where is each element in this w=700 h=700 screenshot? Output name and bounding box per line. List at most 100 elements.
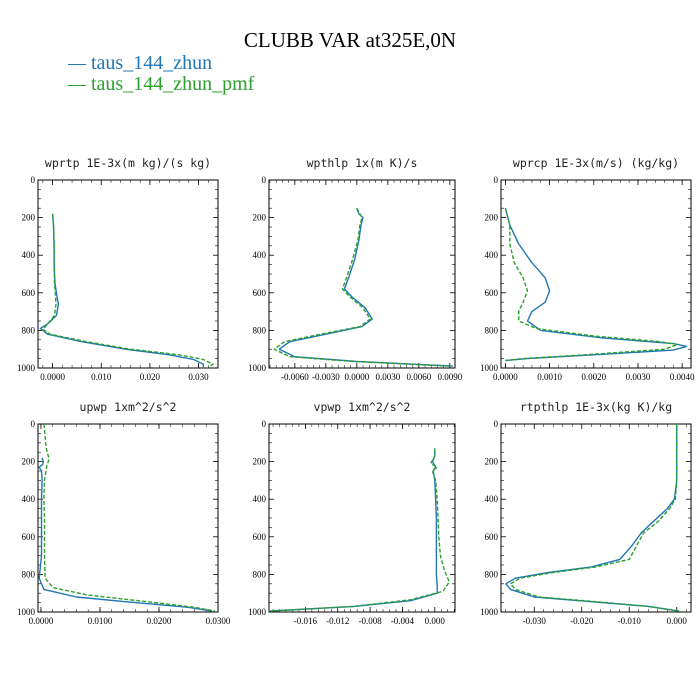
x-tick-label: -0.004: [391, 616, 415, 626]
x-tick-label: 0.0030: [375, 372, 400, 382]
y-tick-label: 400: [253, 494, 267, 504]
panel-1: wprtp 1E-3x(m kg)/(s kg) 0 200 400 600 800 100…: [17, 156, 219, 382]
y-tick-label: 1000: [17, 607, 36, 617]
x-tick-label: 0.0060: [406, 372, 431, 382]
y-tick-label: 0: [494, 419, 499, 429]
y-tick-label: 1000: [480, 607, 499, 617]
panel-6: rtpthlp 1E-3x(kg K)/kg 0 200 400 600 800 1000 -…: [480, 400, 692, 626]
y-tick-label: 1000: [480, 363, 499, 373]
panel-5: vpwp 1xm^2/s^2 0 200 400 600 800 1000 -0.016 -0.…: [248, 400, 456, 626]
y-tick-label: 400: [22, 250, 36, 260]
y-tick-label: 0: [262, 419, 267, 429]
y-tick-label: 600: [485, 288, 499, 298]
y-tick-label: 600: [22, 288, 36, 298]
y-tick-label: 200: [22, 457, 36, 467]
panel-frame: [268, 423, 456, 613]
x-tick-label: 0.0000: [344, 372, 369, 382]
legend-line-blue: [68, 63, 86, 65]
y-tick-label: 800: [22, 325, 36, 335]
x-tick-label: -0.0030: [312, 372, 340, 382]
x-tick-label: 0.0000: [493, 372, 518, 382]
y-tick-label: 200: [253, 213, 267, 223]
legend-label-zhun-pmf: taus_144_zhun_pmf: [91, 73, 255, 95]
y-tick-label: 200: [485, 213, 499, 223]
x-tick-label: 0.0020: [581, 372, 606, 382]
x-tick-label: 0.030: [188, 372, 209, 382]
y-tick-label: 600: [253, 288, 267, 298]
y-tick-label: 0: [31, 175, 36, 185]
series-line-zhun: [269, 448, 438, 612]
panel-2: wpthlp 1x(m K)/s 0 200 400 600 800 1000 -0.0060…: [248, 156, 463, 382]
panel-frame: [37, 423, 219, 613]
x-tick-label: 0.0030: [626, 372, 651, 382]
panel-frame: [500, 423, 692, 613]
y-tick-label: 200: [22, 213, 36, 223]
y-tick-label: 200: [253, 457, 267, 467]
y-tick-label: 0: [494, 175, 499, 185]
y-tick-label: 1000: [17, 363, 36, 373]
figure-title: CLUBB VAR at325E,0N: [243, 28, 457, 52]
y-tick-label: 1000: [248, 607, 267, 617]
panel-title: vpwp 1xm^2/s^2: [314, 400, 411, 414]
y-tick-label: 0: [31, 419, 36, 429]
x-tick-label: -0.010: [618, 616, 642, 626]
series-line-zhun: [39, 213, 205, 368]
legend-item-zhun-pmf: taus_144_zhun_pmf: [68, 73, 254, 96]
x-tick-label: 0.0000: [29, 616, 54, 626]
panel-title: wprtp 1E-3x(m kg)/(s kg): [45, 156, 211, 170]
y-tick-label: 0: [262, 175, 267, 185]
series-line-zhun-pmf: [504, 208, 679, 362]
series-line-zhun-pmf: [43, 424, 216, 612]
x-tick-label: 0.020: [140, 372, 161, 382]
y-tick-label: 400: [253, 250, 267, 260]
x-tick-label: -0.012: [326, 616, 349, 626]
legend-label-zhun: taus_144_zhun: [91, 52, 213, 74]
x-tick-label: 0.0300: [206, 616, 231, 626]
legend-line-green: [68, 84, 86, 86]
x-tick-label: -0.0060: [281, 372, 309, 382]
y-tick-label: 800: [485, 569, 499, 579]
y-tick-label: 400: [22, 494, 36, 504]
y-tick-label: 400: [485, 250, 499, 260]
series-line-zhun: [38, 457, 213, 612]
y-tick-label: 800: [485, 325, 499, 335]
panel-frame: [37, 179, 219, 369]
series-line-zhun: [505, 424, 680, 612]
y-tick-label: 200: [485, 457, 499, 467]
panel-title: upwp 1xm^2/s^2: [80, 400, 177, 414]
series-line-zhun-pmf: [273, 207, 450, 367]
x-tick-label: 0.0010: [537, 372, 562, 382]
x-tick-label: 0.0090: [437, 372, 462, 382]
y-tick-label: 800: [253, 325, 267, 335]
series-line-zhun: [278, 207, 453, 367]
panel-title: wprcp 1E-3x(m/s) (kg/kg): [513, 156, 679, 170]
series-line-zhun-pmf: [42, 213, 214, 368]
x-tick-label: 0.0200: [147, 616, 172, 626]
series-line-zhun-pmf: [509, 424, 680, 612]
x-tick-label: -0.016: [294, 616, 318, 626]
y-tick-label: 400: [485, 494, 499, 504]
x-tick-label: 0.000: [425, 616, 446, 626]
x-tick-label: 0.000: [667, 616, 688, 626]
x-tick-label: 0.010: [91, 372, 112, 382]
x-tick-label: 0.0000: [40, 372, 65, 382]
y-tick-label: 1000: [248, 363, 267, 373]
panel-frame: [500, 179, 692, 369]
y-tick-label: 600: [253, 532, 267, 542]
x-tick-label: -0.020: [570, 616, 594, 626]
panel-title: rtpthlp 1E-3x(kg K)/kg: [520, 400, 672, 414]
y-tick-label: 800: [22, 569, 36, 579]
x-tick-label: -0.030: [523, 616, 547, 626]
y-tick-label: 600: [485, 532, 499, 542]
series-line-zhun-pmf: [269, 448, 450, 612]
x-tick-label: 0.0100: [88, 616, 113, 626]
legend-item-zhun: taus_144_zhun: [68, 52, 212, 75]
series-line-zhun: [504, 208, 688, 362]
y-tick-label: 600: [22, 532, 36, 542]
x-tick-label: -0.008: [358, 616, 382, 626]
panel-3: wprcp 1E-3x(m/s) (kg/kg) 0 200 400 600 800 100…: [480, 156, 695, 382]
x-tick-label: 0.0040: [670, 372, 695, 382]
